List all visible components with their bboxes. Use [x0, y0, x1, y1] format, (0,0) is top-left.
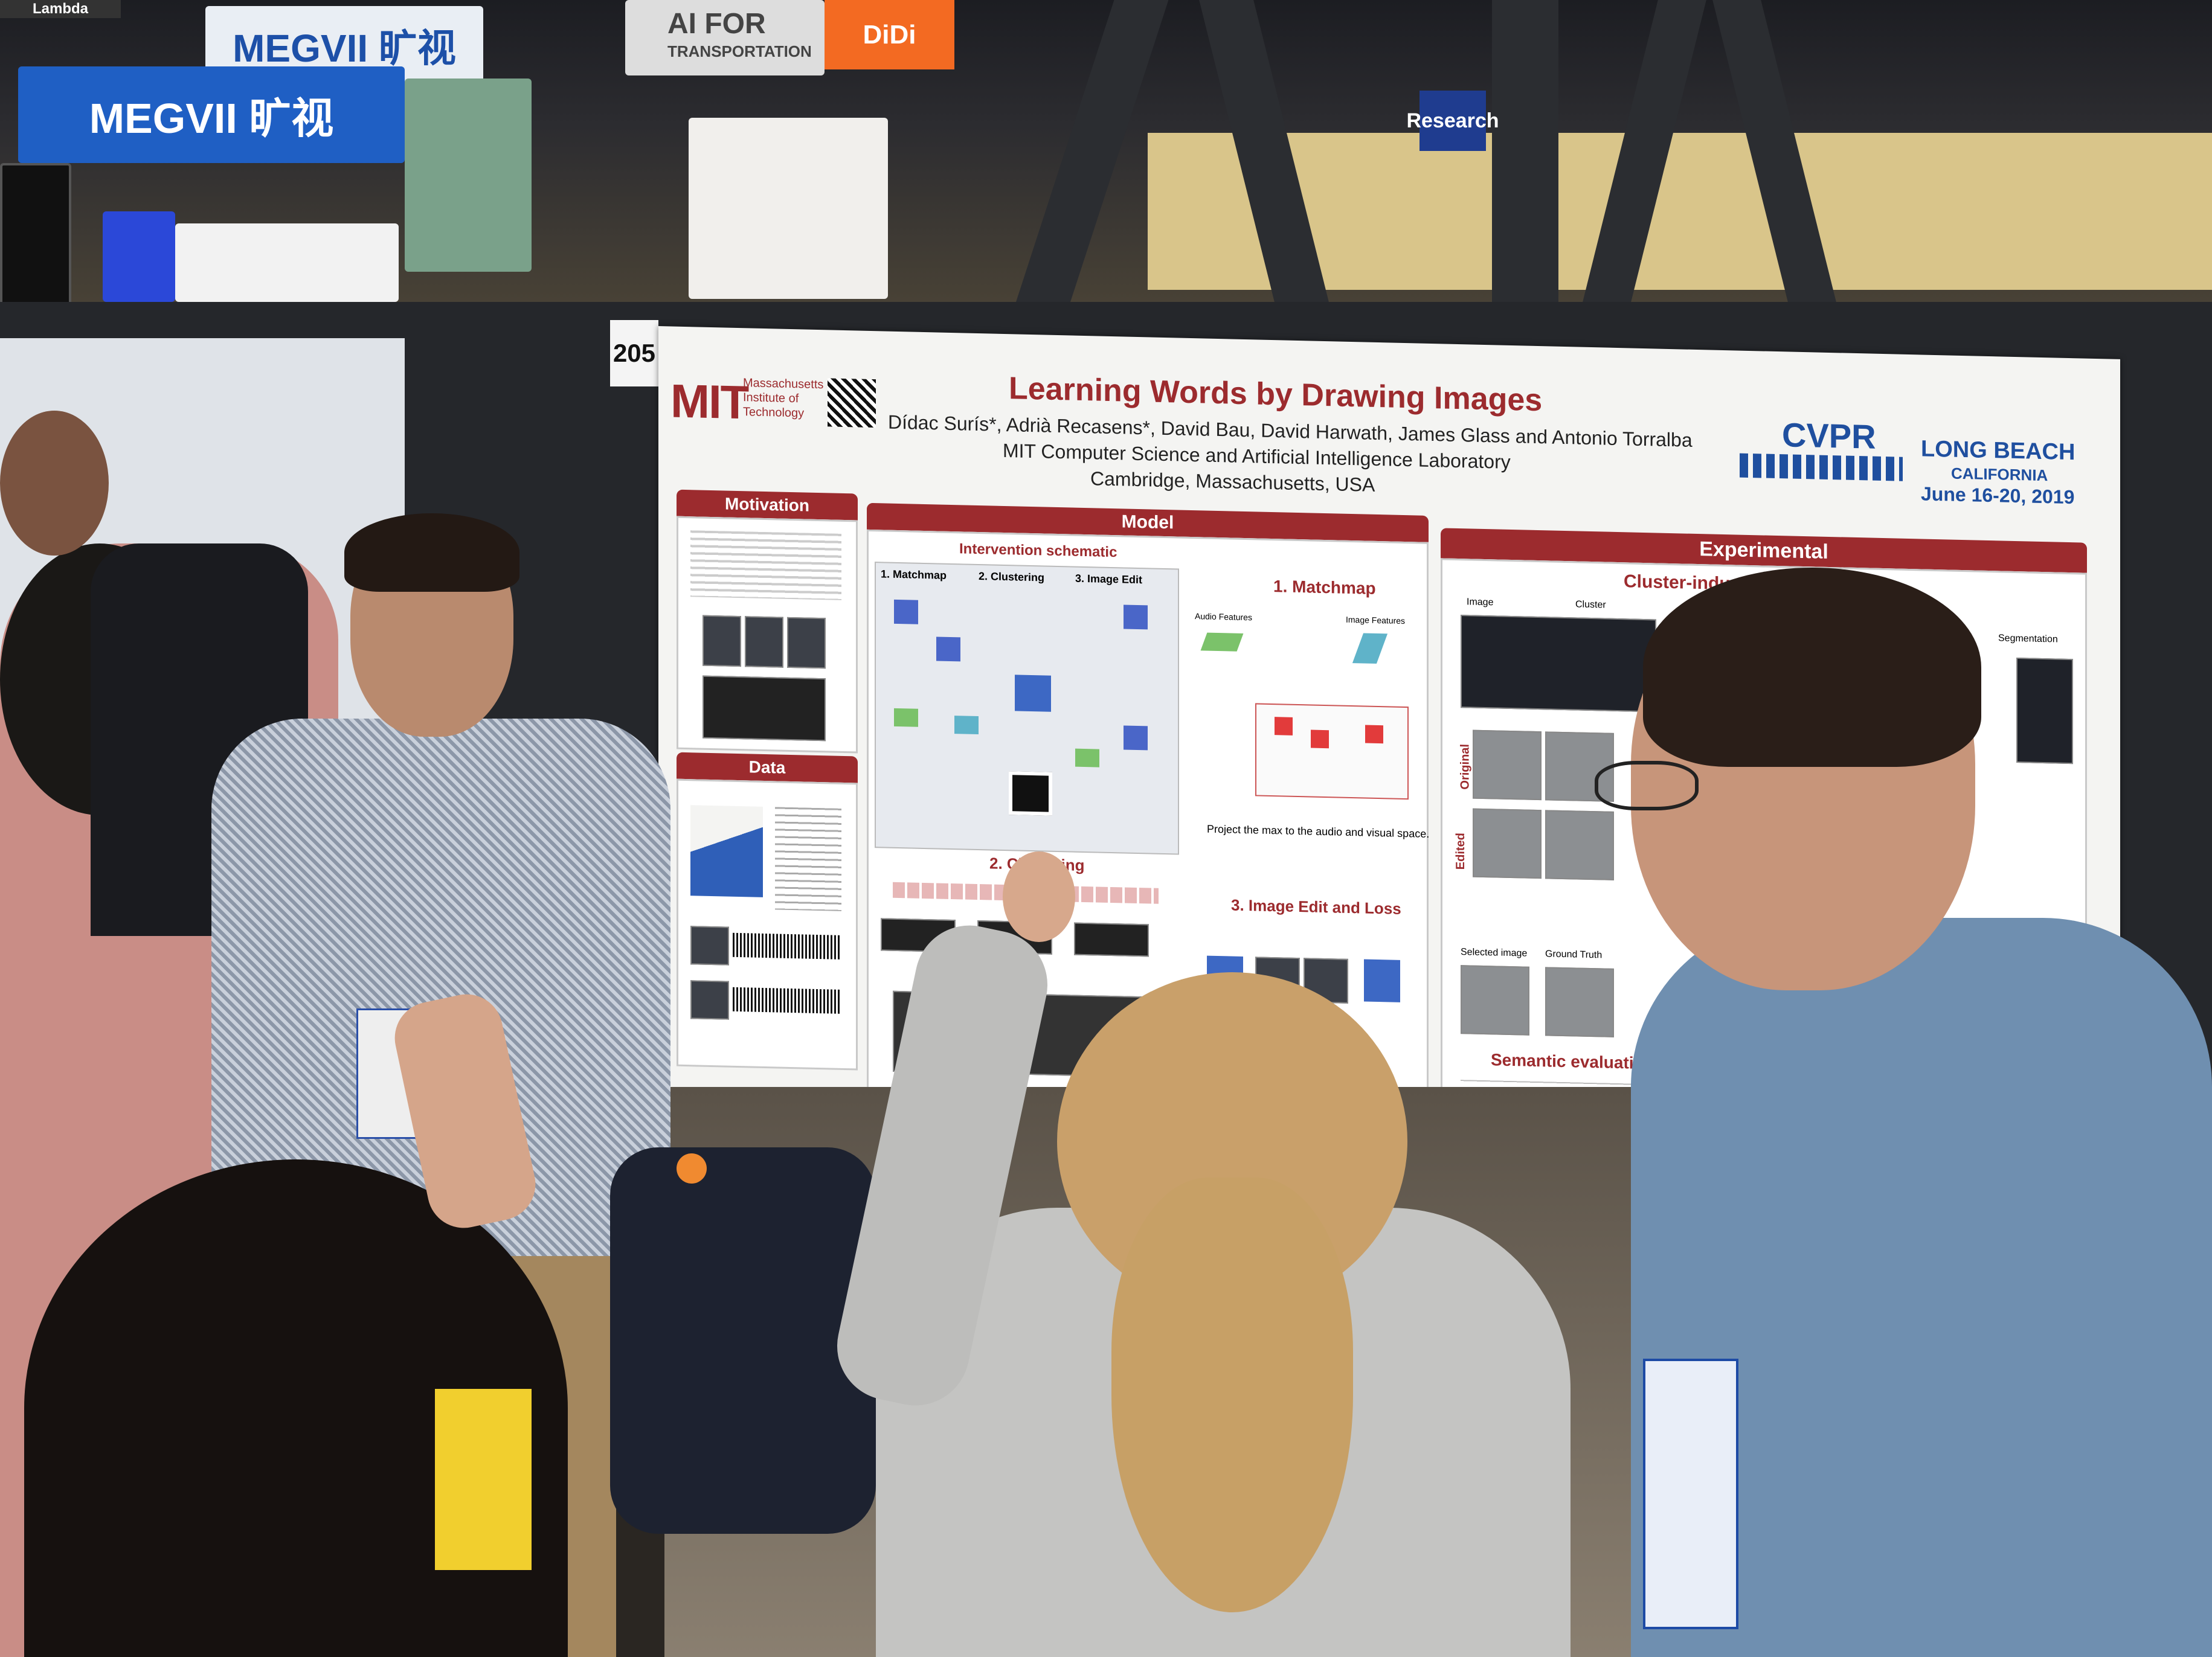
poster-location: Cambridge, Massachusetts, USA: [1090, 467, 1375, 496]
woman-ponytail: [1111, 1178, 1353, 1612]
audio-feature-icon: [1200, 632, 1244, 652]
edited-row-label: Edited: [1454, 832, 1468, 870]
back-wall: [1148, 133, 2212, 290]
decoder-block: [1124, 604, 1148, 630]
step-image-edit: 3. Image Edit: [1075, 572, 1143, 586]
mit-name-1: Massachusetts: [743, 376, 824, 392]
matchmap-title: 1. Matchmap: [1273, 577, 1376, 598]
activation-voxel: [1311, 729, 1329, 749]
blue-display: [103, 211, 175, 302]
booth-glass: [405, 79, 532, 272]
cluster-images: [1074, 922, 1149, 957]
data-image: [690, 980, 729, 1020]
poster-title: Learning Words by Drawing Images: [1009, 371, 1543, 418]
mit-name-2: Institute of: [743, 391, 799, 406]
man-right-hair: [1643, 568, 1981, 767]
motivation-header: Motivation: [677, 489, 858, 521]
edited-image: [1545, 810, 1614, 880]
edited-image: [1473, 808, 1542, 879]
ai-transport-sign: AI FOR TRANSPORTATION: [625, 0, 825, 75]
venue-dates: June 16-20, 2019: [1921, 482, 2075, 508]
step-clustering: 2. Clustering: [979, 570, 1045, 584]
qr-code-icon: [828, 378, 876, 428]
segmentation-samples: [2016, 658, 2073, 764]
data-panel: [677, 778, 858, 1071]
motivation-text-block: [690, 530, 841, 600]
motivation-image: [703, 615, 741, 667]
mit-logo: MIT: [670, 374, 748, 429]
feature-block: [954, 716, 979, 735]
motivation-image: [745, 616, 783, 668]
image-feature-icon: [1352, 633, 1388, 664]
lambda-sign: Lambda: [0, 0, 121, 18]
encoder-block: [894, 599, 918, 624]
decoder-block: [1124, 725, 1148, 751]
orange-ball: [677, 1153, 707, 1184]
mit-name-3: Technology: [743, 405, 805, 420]
mask-block: [1009, 771, 1052, 816]
ai-for-text: AI FOR: [667, 8, 766, 40]
conference-badge: [1643, 1359, 1738, 1629]
activation-voxel: [1275, 717, 1293, 736]
encoder-block: [936, 636, 960, 662]
venue-city: LONG BEACH: [1921, 436, 2075, 466]
city-skyline-icon: [1740, 453, 1903, 481]
word-table: [775, 807, 841, 911]
matchmap-caption: Project the max to the audio and visual …: [1207, 822, 1430, 840]
data-image: [690, 926, 729, 966]
booth-screen: [0, 163, 71, 307]
waveform: [733, 932, 841, 960]
activation-voxel: [1365, 725, 1383, 744]
presenter-hair: [344, 513, 519, 592]
pillar: [1492, 0, 1558, 314]
semantic-eval-title: Semantic evaluation: [1491, 1050, 1654, 1073]
ground-truth-label: Ground Truth: [1545, 949, 1603, 961]
motivation-image: [787, 617, 826, 669]
yellow-jacket: [435, 1389, 532, 1570]
board-number: 205: [610, 320, 658, 386]
transportation-text: TRANSPORTATION: [667, 42, 812, 60]
venue-state: CALIFORNIA: [1951, 464, 2048, 485]
person-head: [0, 411, 109, 556]
didi-booth: [689, 118, 888, 299]
feature-block: [1075, 748, 1099, 768]
matchmap-cube: [1255, 703, 1409, 800]
data-header: Data: [677, 752, 858, 783]
intervention-diagram: 1. Matchmap 2. Clustering 3. Image Edit: [875, 562, 1179, 855]
cluster-col-label: Cluster: [1575, 599, 1606, 611]
word-histogram: [690, 805, 763, 897]
feature-block: [894, 708, 918, 727]
backpack: [610, 1147, 876, 1534]
motivation-panel: [677, 516, 858, 754]
original-row-label: Original: [1458, 743, 1472, 790]
image-edit-title: 3. Image Edit and Loss: [1231, 896, 1401, 918]
original-image: [1473, 729, 1542, 801]
segmentation-col-label: Segmentation: [1998, 633, 2058, 645]
cluster-samples: [1461, 615, 1656, 713]
cvpr-logo: CVPR: [1782, 415, 1876, 456]
waveform: [733, 987, 841, 1014]
research-sign: Research: [1406, 91, 1499, 151]
booth-counter: [175, 223, 399, 302]
woman-hand-pointing: [1003, 851, 1075, 942]
cluster-block: [1015, 675, 1051, 712]
encoder-block: [1364, 959, 1400, 1002]
selected-image: [1461, 965, 1529, 1036]
didi-sign: DiDi: [825, 0, 954, 69]
ground-truth-image: [1545, 967, 1614, 1037]
selected-image-label: Selected image: [1461, 947, 1528, 959]
image-col-label: Image: [1467, 597, 1494, 608]
megvii-banner: MEGVII 旷视: [18, 66, 405, 163]
image-features-label: Image Features: [1346, 614, 1406, 626]
glasses-icon: [1595, 761, 1699, 810]
step-matchmap: 1. Matchmap: [881, 568, 947, 582]
motivation-grid: [703, 675, 826, 742]
intervention-title: Intervention schematic: [959, 540, 1117, 561]
audio-features-label: Audio Features: [1195, 611, 1252, 623]
